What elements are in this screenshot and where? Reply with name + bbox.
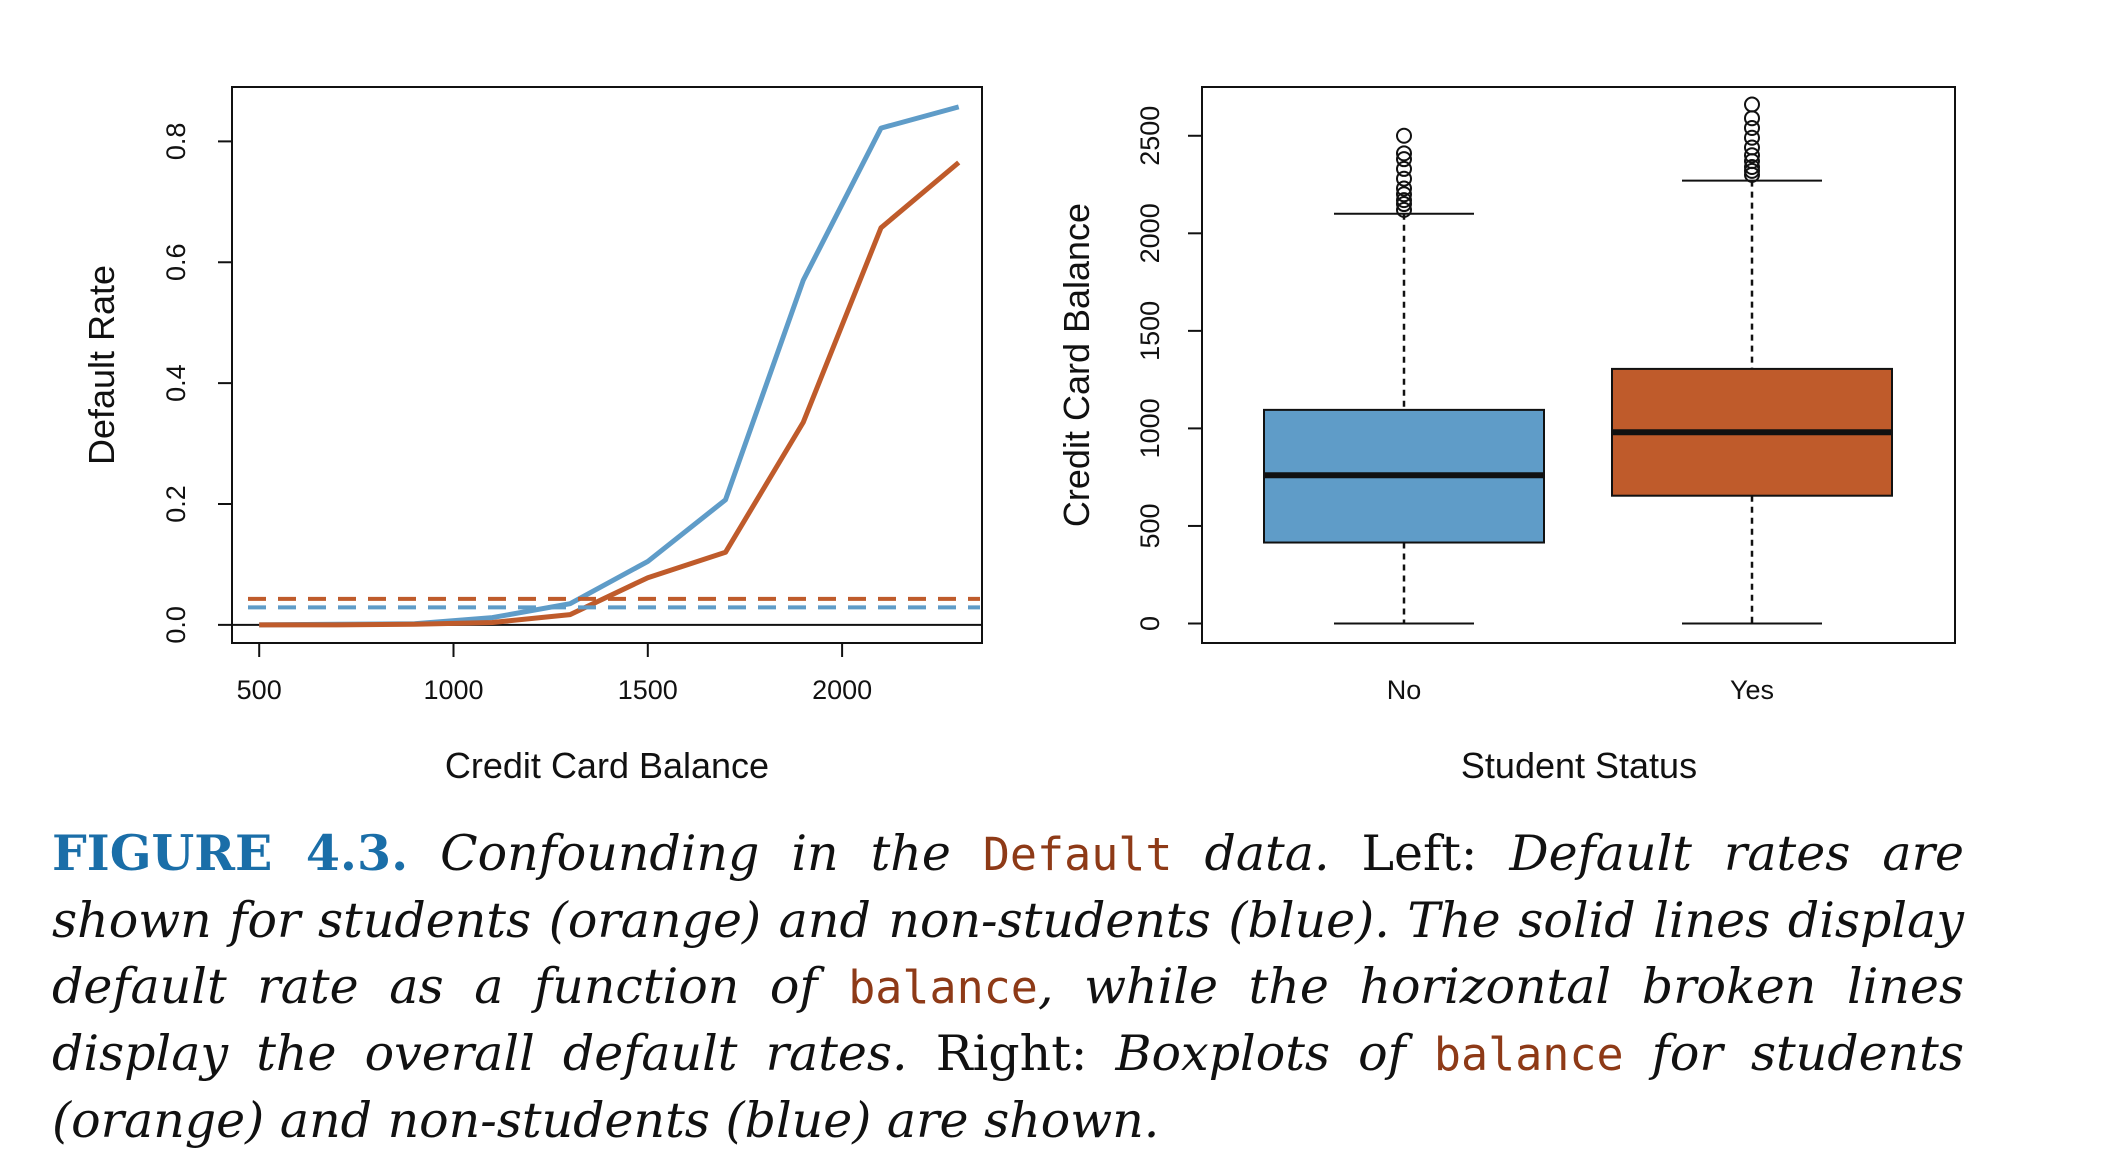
left-x-axis-label: Credit Card Balance (445, 745, 769, 786)
right-x-axis-label: Student Status (1461, 745, 1697, 786)
left-x-axis: 500 1000 1500 2000 (237, 642, 872, 705)
left-y-axis: 0.0 0.2 0.4 0.6 0.8 (161, 123, 233, 644)
right-x-tick-label: No (1387, 675, 1422, 705)
caption-code-balance: balance (848, 961, 1038, 1014)
boxplot-group (1263, 96, 1893, 625)
caption-right-label: Right: (907, 1025, 1116, 1082)
boxplot-outlier (1396, 180, 1412, 197)
boxplot-outlier (1396, 127, 1412, 144)
boxplot-outlier (1744, 162, 1760, 179)
right-y-tick-label: 500 (1135, 503, 1165, 548)
figure: 500 1000 1500 2000 0.0 0.2 0.4 0.6 0.8 Credit C… (81, 86, 1956, 786)
caption-code-balance: balance (1433, 1028, 1624, 1081)
boxplot-outlier (1396, 160, 1412, 177)
boxplot-outlier (1396, 201, 1412, 218)
boxplot-outlier (1744, 119, 1760, 136)
caption-text: , while the horizontal broken lines disp… (52, 958, 1964, 1082)
boxplot-outlier (1396, 170, 1412, 187)
boxplot-outlier (1744, 158, 1760, 175)
left-y-tick-label: 0.2 (161, 485, 191, 523)
caption-text: for students (orange) and non-students (… (52, 1025, 1965, 1149)
right-y-tick-label: 2000 (1135, 203, 1165, 263)
left-y-tick-label: 0.6 (161, 243, 191, 281)
boxplot-outlier (1396, 196, 1412, 213)
right-plot-frame (1201, 86, 1956, 644)
boxplot-outlier (1396, 192, 1412, 209)
caption-figure-label: FIGURE 4.3. (52, 824, 409, 882)
left-x-tick-label: 500 (237, 675, 282, 705)
right-x-axis: No Yes (1387, 675, 1774, 705)
left-y-tick-label: 0.8 (161, 123, 191, 161)
left-plot-frame (231, 86, 983, 644)
left-panel: 500 1000 1500 2000 0.0 0.2 0.4 0.6 0.8 Credit C… (81, 86, 983, 786)
left-x-tick-label: 1500 (618, 675, 678, 705)
figure-caption: FIGURE 4.3. Confounding in the Default d… (52, 820, 1964, 1154)
right-y-axis-label: Credit Card Balance (1056, 203, 1097, 527)
boxplot-outlier (1744, 147, 1760, 164)
boxplot-outlier (1744, 110, 1760, 127)
left-x-tick-label: 1000 (423, 675, 483, 705)
left-y-tick-label: 0.0 (161, 606, 191, 644)
caption-text: Confounding in the (408, 825, 983, 882)
right-x-tick-label: Yes (1730, 675, 1774, 705)
caption-text: data. (1172, 825, 1330, 882)
right-panel: 0 500 1000 1500 2000 2500 No Yes Student Statu… (1056, 86, 1956, 786)
boxplot-outlier (1744, 129, 1760, 146)
boxplot-outlier (1744, 139, 1760, 156)
caption-code-default: Default (982, 828, 1173, 881)
right-y-axis: 0 500 1000 1500 2000 2500 (1135, 106, 1203, 631)
right-y-tick-label: 2500 (1135, 106, 1165, 166)
left-x-tick-label: 2000 (812, 675, 872, 705)
boxplot-outlier (1396, 145, 1412, 162)
left-y-tick-label: 0.4 (161, 364, 191, 402)
right-y-tick-label: 1000 (1135, 398, 1165, 458)
default-rate-line (259, 104, 960, 628)
boxplot-outlier (1744, 96, 1760, 113)
left-y-axis-label: Default Rate (81, 265, 122, 465)
boxplot-outlier (1396, 186, 1412, 203)
left-series-group (232, 104, 982, 628)
right-y-tick-label: 1500 (1135, 301, 1165, 361)
default-rate-line (259, 160, 961, 628)
caption-text: Boxplots of (1115, 1025, 1434, 1082)
caption-text: Default rates are shown for students (or… (52, 825, 1965, 1015)
caption-left-label: Left: (1329, 825, 1510, 882)
boxplot-outlier (1396, 151, 1412, 168)
right-y-tick-label: 0 (1135, 616, 1165, 631)
